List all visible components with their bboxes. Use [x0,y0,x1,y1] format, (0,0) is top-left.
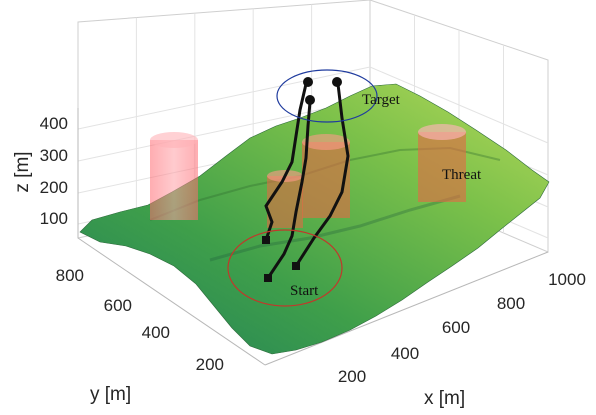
x-tick-label: 1000 [548,270,586,289]
grid-line [77,66,371,130]
start-marker [292,262,300,270]
start-marker [262,236,270,244]
x-tick-label: 400 [391,344,419,363]
flight-path [294,83,350,267]
z-tick-label: 400 [40,114,68,133]
threat-cylinder [302,134,350,218]
x-axis-label: x [m] [424,388,465,409]
threat-annotation: Threat [442,167,482,183]
x-tick-label: 800 [497,294,525,313]
target-marker [303,77,313,87]
grid-line [77,98,371,162]
target-region-ellipse [276,69,378,123]
threat-cylinder-top [418,124,466,140]
threat-cylinder-top [150,132,198,148]
threat-cylinder-body [302,142,350,218]
x-tick-labels: 200 400 600 800 1000 [338,270,586,386]
y-tick-labels: 200 400 600 800 [56,266,224,374]
threat-cylinders [150,124,466,228]
flight-path [266,101,312,279]
threat-cylinder [150,132,198,220]
z-tick-label: 100 [40,209,68,228]
z-axis-label: z [m] [12,151,33,192]
target-marker [305,95,315,105]
threat-cylinder-body [418,132,466,202]
target-annotation: Target [362,92,401,108]
terrain-valley [209,194,461,262]
target-marker [332,77,342,87]
threat-cylinder [418,124,466,202]
y-tick-label: 800 [56,266,84,285]
start-annotation: Start [290,283,319,299]
y-tick-label: 600 [104,296,132,315]
y-axis-label: y [m] [90,384,131,405]
flight-path [264,83,308,241]
y-axis-line [77,237,266,366]
threat-cylinder-body [150,140,198,220]
start-region-ellipse [227,229,343,307]
flight-paths [262,77,350,282]
z-tick-labels: 100 200 300 400 [40,114,68,228]
x-tick-label: 600 [442,318,470,337]
x-axis-line [264,251,549,366]
threat-cylinder-top [302,134,350,150]
y-tick-label: 200 [196,355,224,374]
start-marker [264,274,272,282]
y-tick-label: 400 [142,323,170,342]
x-tick-label: 200 [338,367,366,386]
z-tick-label: 300 [40,146,68,165]
z-tick-label: 200 [40,178,68,197]
